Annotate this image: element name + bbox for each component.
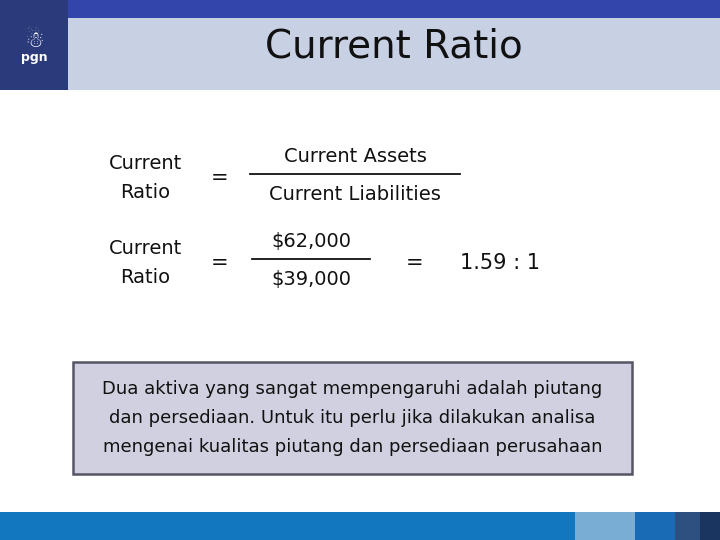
Text: ☃: ☃ (24, 31, 44, 51)
Bar (575, 512, 635, 540)
Bar (0, 18, 720, 90)
Text: $39,000: $39,000 (271, 271, 351, 289)
Text: Current
Ratio: Current Ratio (109, 154, 181, 202)
Text: Dua aktiva yang sangat mempengaruhi adalah piutang
dan persediaan. Untuk itu per: Dua aktiva yang sangat mempengaruhi adal… (102, 381, 603, 456)
Text: pgn: pgn (21, 51, 48, 64)
Text: =: = (211, 253, 229, 273)
FancyBboxPatch shape (73, 362, 632, 474)
Bar (700, 512, 720, 540)
Text: Current
Ratio: Current Ratio (109, 239, 181, 287)
Text: =: = (211, 168, 229, 188)
Bar (675, 512, 700, 540)
Bar (0, 0, 68, 90)
Text: =: = (406, 253, 424, 273)
Text: $62,000: $62,000 (271, 233, 351, 252)
Bar (0, 512, 575, 540)
Text: Current Liabilities: Current Liabilities (269, 186, 441, 205)
Text: Current Ratio: Current Ratio (265, 28, 523, 66)
Bar (0, 90, 720, 512)
Bar (635, 512, 675, 540)
Text: Current Assets: Current Assets (284, 147, 426, 166)
Bar (0, 0, 720, 18)
Text: 1.59 : 1: 1.59 : 1 (460, 253, 540, 273)
